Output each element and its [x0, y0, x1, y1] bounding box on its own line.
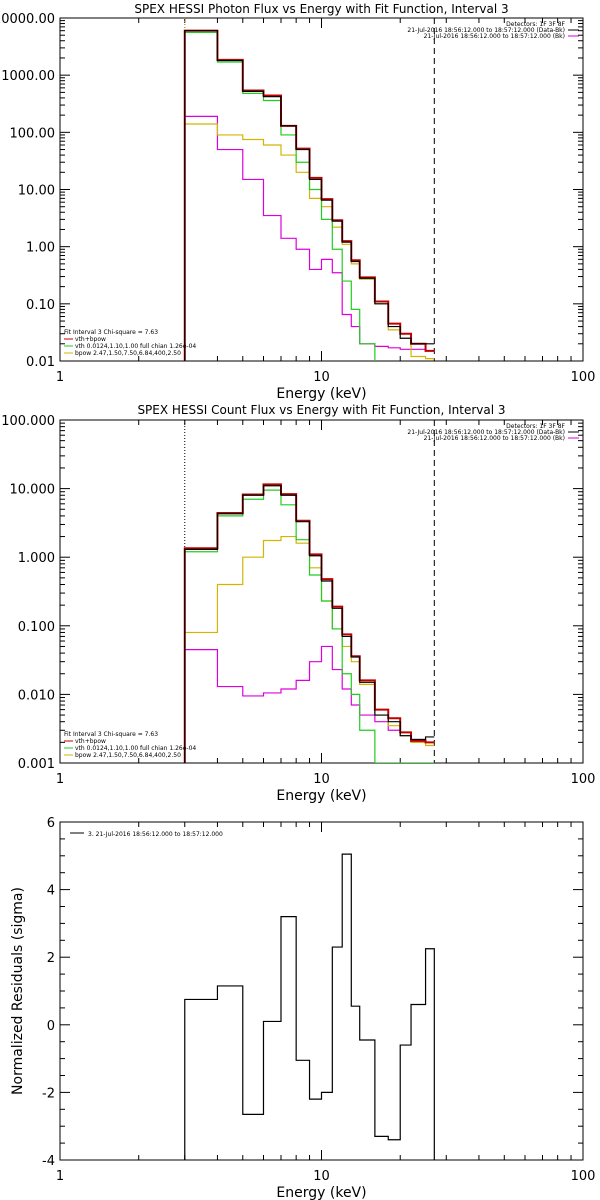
y-tick-label: -2	[42, 1086, 55, 1101]
chart-residuals: 1 10 100 Energy (keV) -4 -2 0 2 4 6 Normalized Res…	[10, 816, 595, 1200]
y-tick-label: 6	[47, 816, 55, 831]
y-tick-label: 10.000	[10, 483, 56, 498]
plot-area	[184, 853, 435, 1160]
x-tick-label: 1	[56, 772, 64, 787]
y-tick-label: 1.00	[26, 241, 55, 256]
x-tick-label: 10	[313, 772, 330, 787]
y-tick-label: 4	[47, 884, 55, 899]
y-tick-label: 0.001	[18, 757, 55, 772]
x-tick-label: 10	[313, 370, 330, 385]
y-tick-label: 0.010	[18, 688, 55, 703]
chart-photon: SPEX HESSI Photon Flux vs Energy with Fi…	[0, 2, 595, 402]
x-tick-label: 100	[571, 772, 596, 787]
series-data	[184, 853, 435, 1160]
x-axis-label: Energy (keV)	[276, 386, 366, 402]
plot-frame	[59, 821, 584, 1161]
y-tick-label: 10000.00	[0, 12, 55, 27]
legend-entry: 21-Jul-2016 18:56:12.000 to 18:57:12.000…	[424, 435, 565, 442]
y-tick-label: 1.000	[18, 551, 55, 566]
y-tick-label: 10.00	[18, 184, 55, 199]
legend-entry: 21-Jul-2016 18:56:12.000 to 18:57:12.000…	[407, 27, 565, 34]
legend-entry: bpow 2.47,1.50,7.50,6.84,400,2.50	[75, 350, 181, 357]
y-tick-label: -4	[42, 1154, 55, 1169]
y-tick-label: 1000.00	[1, 69, 55, 84]
plot-area	[183, 420, 435, 763]
plot-area	[183, 18, 435, 361]
y-tick-label: 0.100	[18, 620, 55, 635]
y-tick-label: 2	[47, 951, 55, 966]
legend-entry: Fit Interval 3 Chi-square = 7.63	[64, 731, 158, 738]
legend-entry: vth 0.0124,1.10,1.00 full chian 1.26e-04	[75, 745, 196, 752]
chart-title: SPEX HESSI Count Flux vs Energy with Fit…	[137, 403, 505, 417]
series-data	[184, 30, 435, 361]
legend-entry: Detectors: 1F 3F 8F	[506, 21, 565, 28]
legend-entry: Detectors: 1F 3F 8F	[506, 423, 565, 430]
legend-entry: vth+bpow	[75, 336, 106, 343]
x-tick-label: 1	[56, 1169, 64, 1184]
legend-entry: 21-Jul-2016 18:56:12.000 to 18:57:12.000…	[424, 33, 565, 40]
series-vth	[184, 31, 376, 361]
legend-entry: vth+bpow	[75, 738, 106, 745]
legend-entry: bpow 2.47,1.50,7.50,6.84,400,2.50	[75, 752, 181, 759]
chart-title: SPEX HESSI Photon Flux vs Energy with Fi…	[134, 2, 508, 16]
series-bk	[184, 115, 435, 361]
legend-entry: 3. 21-Jul-2016 18:56:12.000 to 18:57:12.…	[88, 831, 223, 838]
x-tick-label: 1	[56, 370, 64, 385]
y-tick-label: 0.10	[26, 298, 55, 313]
x-axis-label: Energy (keV)	[276, 1185, 366, 1200]
legend-entry: Fit Interval 3 Chi-square = 7.63	[64, 329, 158, 336]
legend-entry: 21-Jul-2016 18:56:12.000 to 18:57:12.000…	[407, 429, 565, 436]
x-tick-label: 10	[313, 1169, 330, 1184]
y-tick-label: 100.00	[10, 126, 56, 141]
y-axis-label: Normalized Residuals (sigma)	[10, 887, 26, 1095]
y-tick-label: 100.000	[1, 414, 55, 429]
y-tick-label: 0.01	[26, 355, 55, 370]
y-tick-label: 0	[47, 1019, 55, 1034]
chart-count: SPEX HESSI Count Flux vs Energy with Fit…	[1, 403, 595, 804]
series-bk	[184, 645, 435, 763]
x-axis-label: Energy (keV)	[276, 788, 366, 804]
legend-entry: vth 0.0124,1.10,1.00 full chian 1.26e-04	[75, 343, 196, 350]
series-data	[184, 485, 435, 763]
x-tick-label: 100	[571, 370, 596, 385]
x-tick-label: 100	[571, 1169, 596, 1184]
